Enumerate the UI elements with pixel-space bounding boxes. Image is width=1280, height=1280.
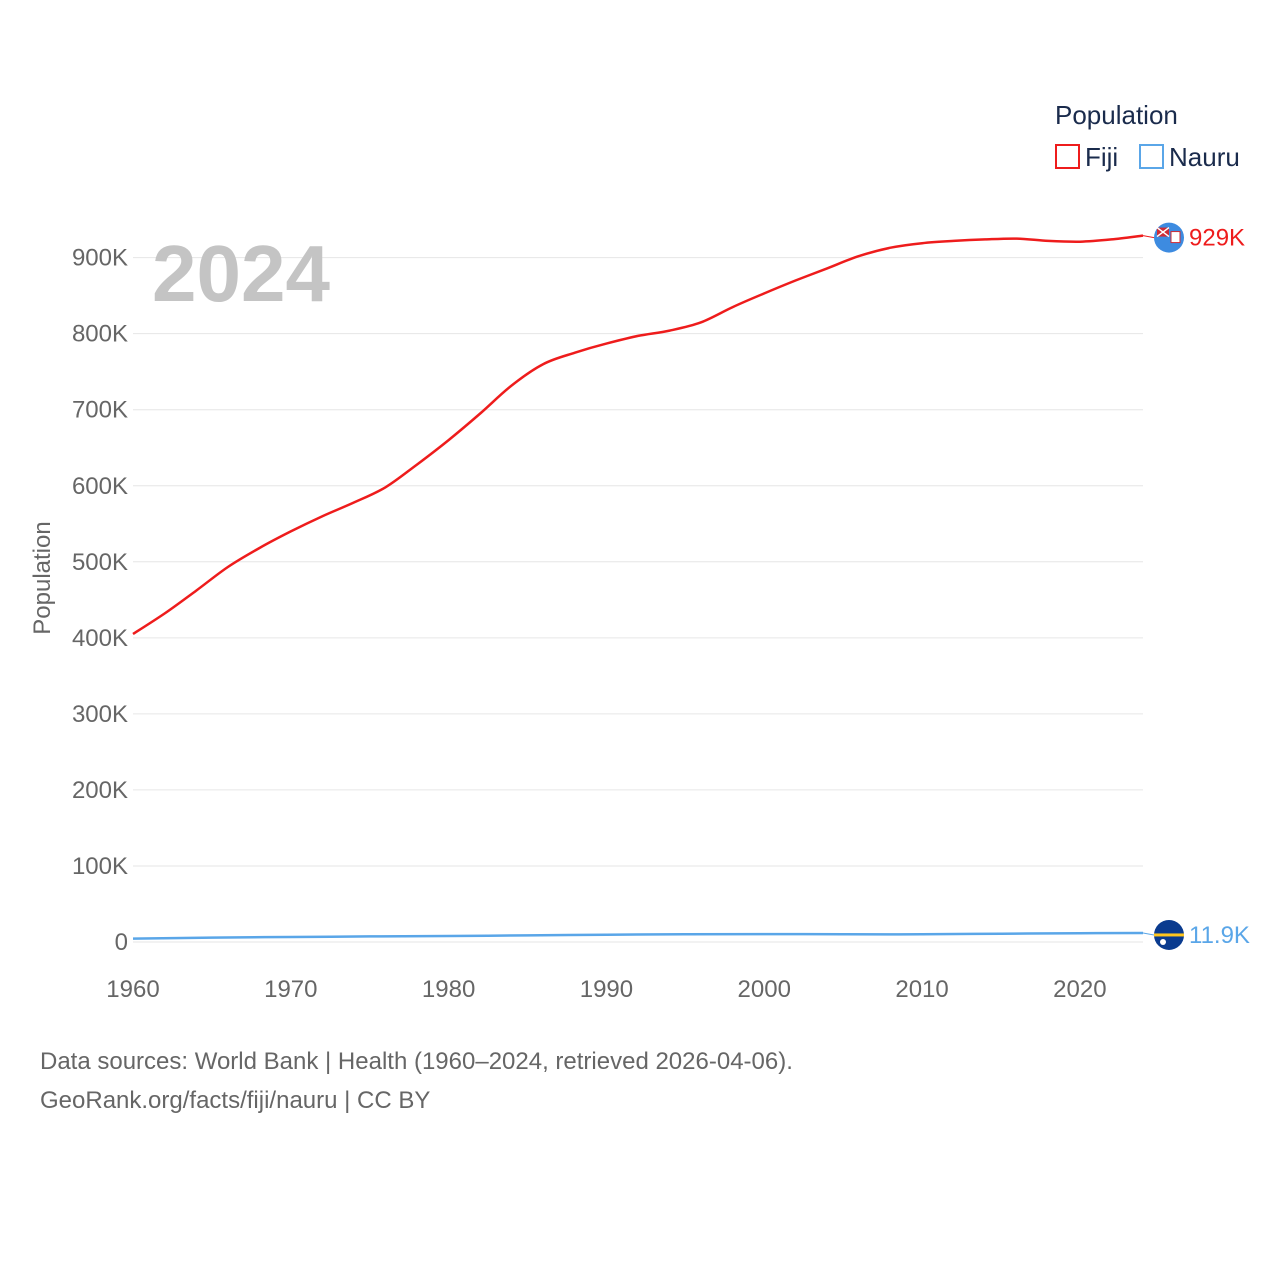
legend-label-nauru: Nauru (1169, 142, 1240, 172)
series-end-markers: 929K 11.9K (1142, 222, 1250, 950)
end-label-fiji: 929K (1189, 225, 1245, 252)
legend: Population Fiji Nauru (1055, 100, 1240, 172)
legend-swatch-nauru (1139, 144, 1164, 169)
y-tick-label: 0 (115, 929, 128, 956)
y-tick-label: 700K (72, 397, 128, 424)
legend-swatch-fiji (1055, 144, 1080, 169)
series-line-nauru (132, 931, 1144, 940)
x-tick-label: 1960 (106, 976, 159, 1003)
y-tick-label: 600K (72, 473, 128, 500)
legend-item-fiji[interactable]: Fiji (1055, 142, 1118, 172)
year-label: 2024 (152, 229, 330, 318)
source-line: Data sources: World Bank | Health (1960–… (40, 1048, 793, 1075)
series-line-fiji (132, 234, 1144, 636)
end-label-nauru: 11.9K (1189, 922, 1250, 949)
x-tick-label: 1980 (422, 976, 475, 1003)
grid-lines (133, 257, 1143, 943)
end-connector-nauru (1142, 932, 1155, 936)
flag-icon-fiji (1154, 222, 1184, 253)
x-axis-ticks: 1960 1970 1980 1990 2000 2010 2020 (106, 976, 1106, 1003)
x-tick-label: 1970 (264, 976, 317, 1003)
y-tick-label: 500K (72, 549, 128, 576)
y-tick-label: 300K (72, 701, 128, 728)
y-tick-label: 400K (72, 625, 128, 652)
y-tick-label: 900K (72, 245, 128, 272)
y-axis-ticks: 0 100K 200K 300K 400K 500K 600K 700K 800K 900K (72, 245, 128, 956)
attribution-line: GeoRank.org/facts/fiji/nauru | CC BY (40, 1087, 431, 1114)
x-tick-label: 2010 (895, 976, 948, 1003)
x-tick-label: 2020 (1053, 976, 1106, 1003)
series-lines (132, 234, 1144, 940)
y-tick-label: 800K (72, 321, 128, 348)
source-note: Data sources: World Bank | Health (1960–… (40, 1042, 793, 1120)
x-tick-label: 1990 (580, 976, 633, 1003)
legend-item-nauru[interactable]: Nauru (1139, 142, 1240, 172)
flag-icon-nauru (1154, 919, 1184, 950)
y-axis-label: Population (29, 521, 56, 634)
y-tick-label: 200K (72, 777, 128, 804)
y-tick-label: 100K (72, 853, 128, 880)
end-connector-fiji (1142, 235, 1155, 239)
legend-label-fiji: Fiji (1085, 142, 1118, 172)
legend-title: Population (1055, 100, 1178, 130)
x-tick-label: 2000 (738, 976, 791, 1003)
